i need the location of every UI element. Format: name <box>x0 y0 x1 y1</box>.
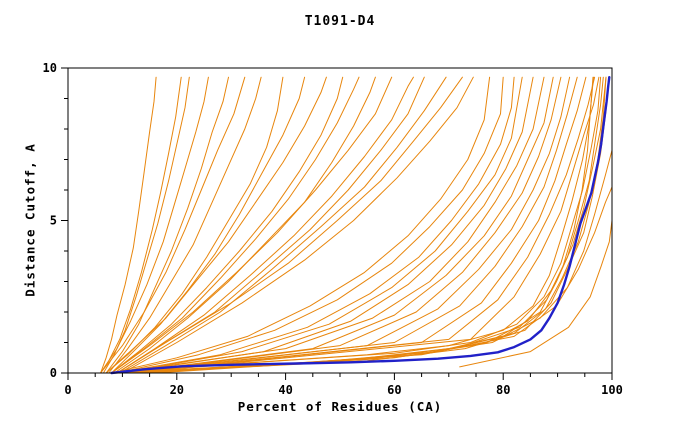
model-series-line <box>121 76 523 374</box>
chart-title: T1091-D4 <box>304 14 376 29</box>
highlight-series-line <box>110 75 611 375</box>
y-tick-label: 0 <box>50 366 57 380</box>
model-series-line <box>127 76 562 374</box>
model-series-line <box>116 76 504 374</box>
model-series-line <box>132 76 587 374</box>
x-tick-label: 20 <box>170 383 184 397</box>
model-series-line <box>100 76 209 374</box>
model-series-line <box>111 76 607 374</box>
model-series-line <box>121 76 571 374</box>
y-tick-label: 10 <box>43 61 57 75</box>
model-series-line <box>100 76 246 374</box>
model-series-line <box>105 76 284 374</box>
model-series-line <box>111 76 360 374</box>
model-series-line <box>132 149 613 374</box>
model-series-line <box>127 76 596 374</box>
model-series-line <box>116 76 515 374</box>
model-series-line <box>143 186 613 374</box>
model-series-line <box>116 76 545 374</box>
x-tick-label: 100 <box>601 383 623 397</box>
model-series-line <box>132 76 600 374</box>
model-series-line <box>154 76 594 374</box>
model-series-line <box>127 76 578 374</box>
model-series-line <box>121 76 554 374</box>
model-series-line <box>111 76 306 374</box>
model-series-line <box>100 76 182 374</box>
model-series-line <box>111 76 344 374</box>
x-tick-label: 0 <box>64 383 71 397</box>
model-series-line <box>105 76 327 374</box>
x-axis-label: Percent of Residues (CA) <box>237 399 443 414</box>
model-series-line <box>111 76 393 374</box>
model-series-line <box>121 76 534 374</box>
model-series-line <box>105 76 229 374</box>
model-series-line <box>121 76 474 374</box>
model-series-line <box>116 76 463 374</box>
x-tick-label: 60 <box>387 383 401 397</box>
model-series-line <box>119 76 447 374</box>
model-series-line <box>102 76 190 374</box>
model-series-line <box>100 76 157 374</box>
model-series-line <box>116 76 414 374</box>
plot-frame <box>67 67 613 374</box>
x-tick-label: 40 <box>278 383 292 397</box>
model-series-line <box>111 76 491 374</box>
model-series-line <box>459 220 613 368</box>
model-series-line <box>113 76 376 374</box>
x-tick-label: 80 <box>496 383 510 397</box>
y-axis-label: Distance Cutoff, A <box>22 143 38 297</box>
model-series-line <box>108 76 262 374</box>
model-series-line <box>111 76 604 374</box>
y-tick-label: 5 <box>50 214 57 228</box>
model-series-line <box>116 76 602 374</box>
